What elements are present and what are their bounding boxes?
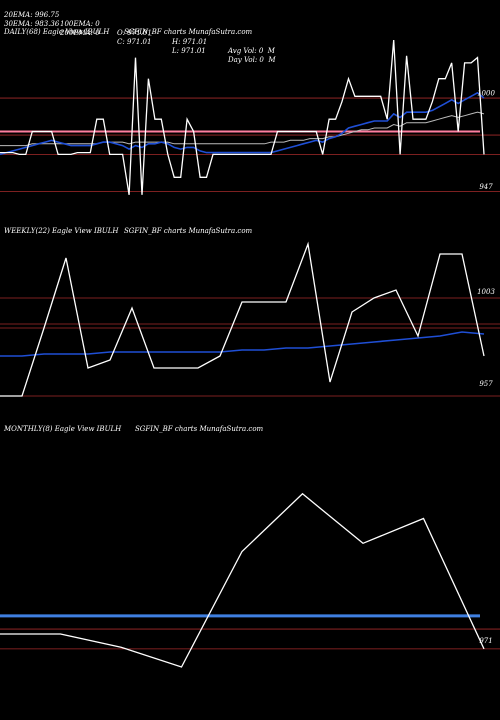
header-row-1: 20EMA: 996.75 100EMA: 0 O: 971.01 H: 971… [4,2,275,56]
ema-line [0,331,485,357]
panel-subtitle: SGFIN_BF charts MunafaSutra.com [135,425,264,433]
tick-label: 1000 [477,90,495,98]
tick-label: 1003 [477,288,495,296]
panel-title: DAILY(68) Eagle View IBULH [3,28,110,36]
panel-subtitle: SGFIN_BF charts MunafaSutra.com [124,28,253,36]
header-ema100: 100EMA: 0 [60,20,100,28]
tick-label: 971 [479,637,492,645]
header-low: L: 971.01 [172,47,206,55]
header-close: C: 971.01 [117,38,152,46]
tick-label: 947 [479,183,493,191]
header-day-vol: Day Vol: 0 M [228,56,276,64]
header-row-2: 30EMA: 983.36 200EMA: 0 C: 971.01 L: 971… [4,11,276,65]
header-ema30: 30EMA: 983.36 [4,20,60,28]
price-line [0,241,485,397]
panel-subtitle: SGFIN_BF charts MunafaSutra.com [124,227,253,235]
price-line [0,39,485,196]
panel-title: WEEKLY(22) Eagle View IBULH [4,227,119,235]
ema30-line [0,111,485,147]
header-high: H: 971.01 [172,38,208,46]
tick-label: 957 [479,380,493,388]
header-open: O: 971.01 [117,29,152,37]
header-ema200: 200EMA: 0 [60,29,100,37]
panel-title: MONTHLY(8) Eagle View IBULH [3,425,122,433]
price-line [0,492,485,668]
header-avg-vol: Avg Vol: 0 M [228,47,275,55]
header-ema20: 20EMA: 996.75 [4,11,60,19]
